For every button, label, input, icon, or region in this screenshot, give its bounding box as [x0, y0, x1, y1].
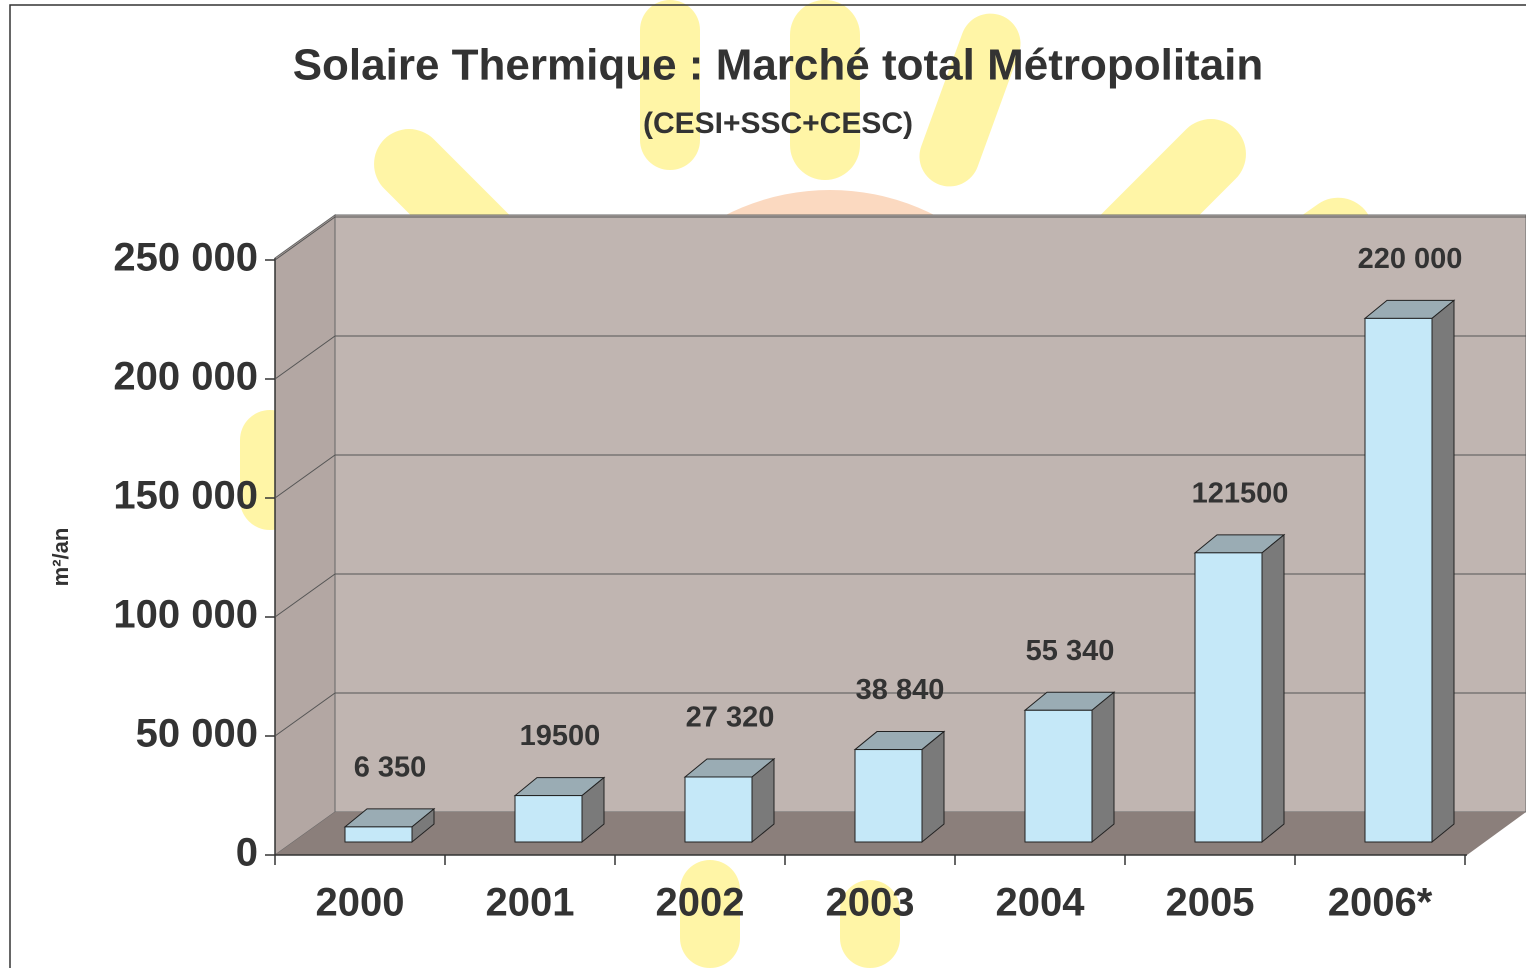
bar	[1195, 553, 1262, 842]
bar	[345, 827, 412, 842]
y-tick-label: 0	[236, 831, 258, 875]
value-label: 38 840	[856, 674, 945, 706]
back-wall	[335, 215, 1526, 812]
y-tick-label: 200 000	[113, 355, 258, 399]
value-label: 220 000	[1358, 243, 1463, 275]
y-tick-label: 100 000	[113, 593, 258, 637]
value-label: 121500	[1192, 477, 1289, 509]
chart-title: Solaire Thermique : Marché total Métropo…	[293, 41, 1264, 90]
bar	[685, 777, 752, 842]
bar	[1365, 318, 1432, 842]
bar-side	[1432, 300, 1454, 842]
y-tick-label: 150 000	[113, 474, 258, 518]
y-tick-label: 50 000	[136, 712, 258, 756]
x-tick-label: 2005	[1166, 881, 1255, 925]
value-label: 6 350	[354, 752, 427, 784]
chart: Solaire Thermique : Marché total Métropo…	[0, 0, 1526, 968]
chart-subtitle: (CESI+SSC+CESC)	[643, 107, 913, 140]
x-tick-label: 2000	[316, 881, 405, 925]
value-label: 27 320	[686, 702, 775, 734]
x-tick-label: 2006*	[1328, 881, 1433, 925]
bar	[855, 750, 922, 842]
bar-side	[922, 732, 944, 842]
bar-side	[1092, 692, 1114, 842]
side-wall	[275, 215, 335, 855]
y-tick-label: 250 000	[113, 236, 258, 280]
bar	[515, 796, 582, 842]
bar-side	[1262, 535, 1284, 842]
value-label: 55 340	[1026, 635, 1115, 667]
x-tick-label: 2003	[826, 881, 915, 925]
value-label: 19500	[520, 720, 601, 752]
y-axis-label: m²/an	[48, 528, 73, 587]
x-tick-label: 2001	[486, 881, 575, 925]
x-tick-label: 2004	[996, 881, 1086, 925]
bar	[1025, 710, 1092, 842]
x-tick-label: 2002	[656, 881, 745, 925]
